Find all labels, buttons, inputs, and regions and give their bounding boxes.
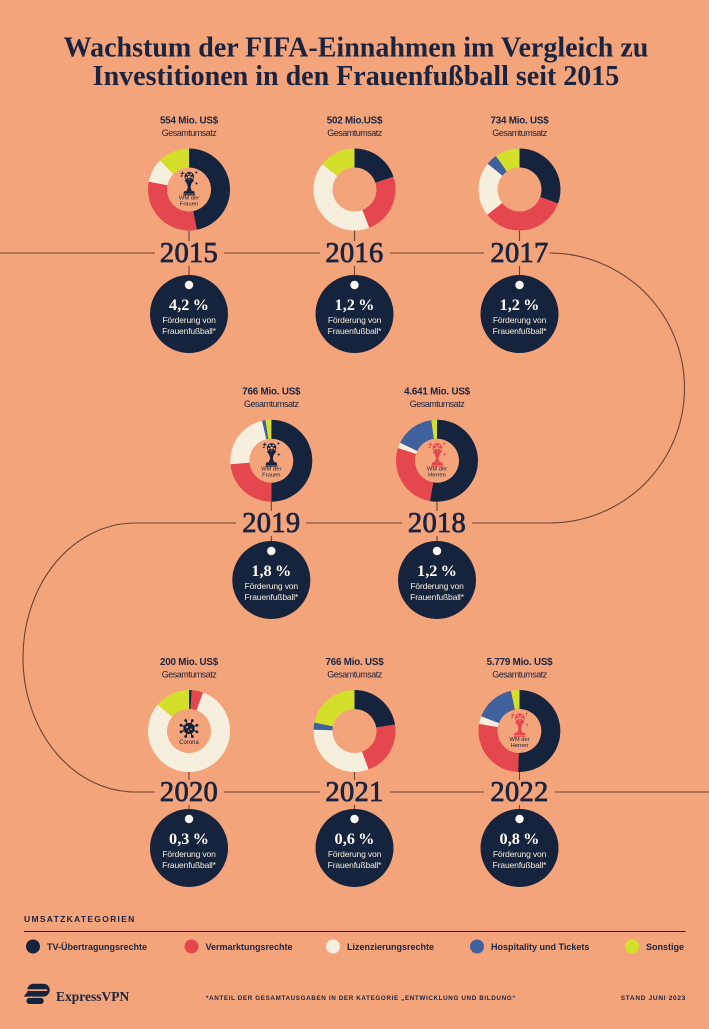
svg-text:4.641 Mio. US$: 4.641 Mio. US$ (404, 387, 471, 398)
svg-text:554 Mio. US$: 554 Mio. US$ (160, 116, 219, 127)
svg-text:1,2 %: 1,2 % (335, 295, 375, 314)
svg-text:Herren: Herren (511, 743, 529, 749)
svg-text:Frauenfußball*: Frauenfußball* (493, 326, 547, 336)
svg-text:Gesamtumsatz: Gesamtumsatz (162, 670, 218, 680)
svg-text:Förderung von: Förderung von (162, 849, 216, 859)
svg-text:2020: 2020 (160, 777, 218, 808)
svg-text:Frauenfußball*: Frauenfußball* (493, 860, 547, 870)
svg-text:Förderung von: Förderung von (493, 315, 547, 325)
svg-text:766 Mio. US$: 766 Mio. US$ (242, 387, 301, 398)
svg-text:2021: 2021 (325, 777, 383, 808)
svg-text:2015: 2015 (160, 238, 218, 269)
svg-text:Vermarktungsrechte: Vermarktungsrechte (206, 942, 293, 952)
svg-text:Frauenfußball*: Frauenfußball* (162, 326, 216, 336)
svg-text:Gesamtumsatz: Gesamtumsatz (244, 399, 300, 409)
svg-text:0,3 %: 0,3 % (169, 829, 209, 848)
svg-text:Gesamtumsatz: Gesamtumsatz (492, 670, 548, 680)
svg-text:2018: 2018 (408, 508, 466, 539)
svg-text:Gesamtumsatz: Gesamtumsatz (162, 128, 218, 138)
svg-text:2016: 2016 (325, 238, 383, 269)
svg-text:200 Mio. US$: 200 Mio. US$ (160, 657, 219, 668)
svg-text:Wachstum der FIFA-Einnahmen im: Wachstum der FIFA-Einnahmen im Vergleich… (64, 33, 649, 64)
svg-text:STAND JUNI 2023: STAND JUNI 2023 (621, 995, 686, 1002)
svg-text:ExpressVPN: ExpressVPN (56, 989, 130, 1004)
svg-text:Herren: Herren (428, 473, 446, 479)
svg-text:Förderung von: Förderung von (328, 849, 382, 859)
svg-text:Gesamtumsatz: Gesamtumsatz (327, 128, 383, 138)
svg-text:Gesamtumsatz: Gesamtumsatz (492, 128, 548, 138)
svg-text:0,6 %: 0,6 % (335, 829, 375, 848)
svg-text:Frauen: Frauen (262, 473, 280, 479)
svg-text:WM der: WM der (427, 467, 447, 473)
svg-text:2022: 2022 (490, 777, 548, 808)
svg-text:1,2 %: 1,2 % (500, 295, 540, 314)
svg-text:TV-Übertragungsrechte: TV-Übertragungsrechte (47, 942, 147, 952)
svg-text:Lizenzierungsrechte: Lizenzierungsrechte (347, 942, 434, 952)
svg-text:1,8 %: 1,8 % (251, 561, 291, 580)
svg-text:Frauenfußball*: Frauenfußball* (328, 860, 382, 870)
svg-text:WM der: WM der (261, 467, 281, 473)
svg-text:Förderung von: Förderung von (328, 315, 382, 325)
svg-text:2019: 2019 (242, 508, 300, 539)
svg-text:WM der: WM der (509, 737, 529, 743)
svg-text:Corona: Corona (179, 740, 199, 746)
svg-text:502 Mio.US$: 502 Mio.US$ (327, 116, 383, 127)
svg-text:UMSATZKATEGORIEN: UMSATZKATEGORIEN (24, 914, 136, 924)
svg-text:2017: 2017 (490, 238, 548, 269)
svg-text:Investitionen in den Frauenfuß: Investitionen in den Frauenfußball seit … (93, 61, 620, 92)
svg-text:0,8 %: 0,8 % (500, 829, 540, 848)
svg-text:Frauen: Frauen (180, 201, 198, 207)
svg-text:Förderung von: Förderung von (493, 849, 547, 859)
svg-text:*ANTEIL DER GESAMTAUSGABEN IN: *ANTEIL DER GESAMTAUSGABEN IN DER KATEGO… (206, 995, 516, 1002)
svg-text:Frauenfußball*: Frauenfußball* (410, 592, 464, 602)
svg-text:Hospitality und Tickets: Hospitality und Tickets (491, 942, 589, 952)
svg-text:766 Mio. US$: 766 Mio. US$ (325, 657, 384, 668)
svg-text:Förderung von: Förderung von (410, 581, 464, 591)
svg-text:1,2 %: 1,2 % (417, 561, 457, 580)
svg-text:Sonstige: Sonstige (646, 942, 684, 952)
svg-text:734 Mio. US$: 734 Mio. US$ (490, 116, 549, 127)
svg-text:Frauenfußball*: Frauenfußball* (328, 326, 382, 336)
svg-text:Gesamtumsatz: Gesamtumsatz (327, 670, 383, 680)
svg-text:Frauenfußball*: Frauenfußball* (162, 860, 216, 870)
svg-text:Frauenfußball*: Frauenfußball* (244, 592, 298, 602)
svg-text:Förderung von: Förderung von (245, 581, 299, 591)
svg-text:Förderung von: Förderung von (162, 315, 216, 325)
svg-text:4,2 %: 4,2 % (169, 295, 209, 314)
svg-text:WM der: WM der (179, 196, 199, 202)
svg-text:5.779 Mio. US$: 5.779 Mio. US$ (487, 657, 554, 668)
svg-text:Gesamtumsatz: Gesamtumsatz (410, 399, 466, 409)
